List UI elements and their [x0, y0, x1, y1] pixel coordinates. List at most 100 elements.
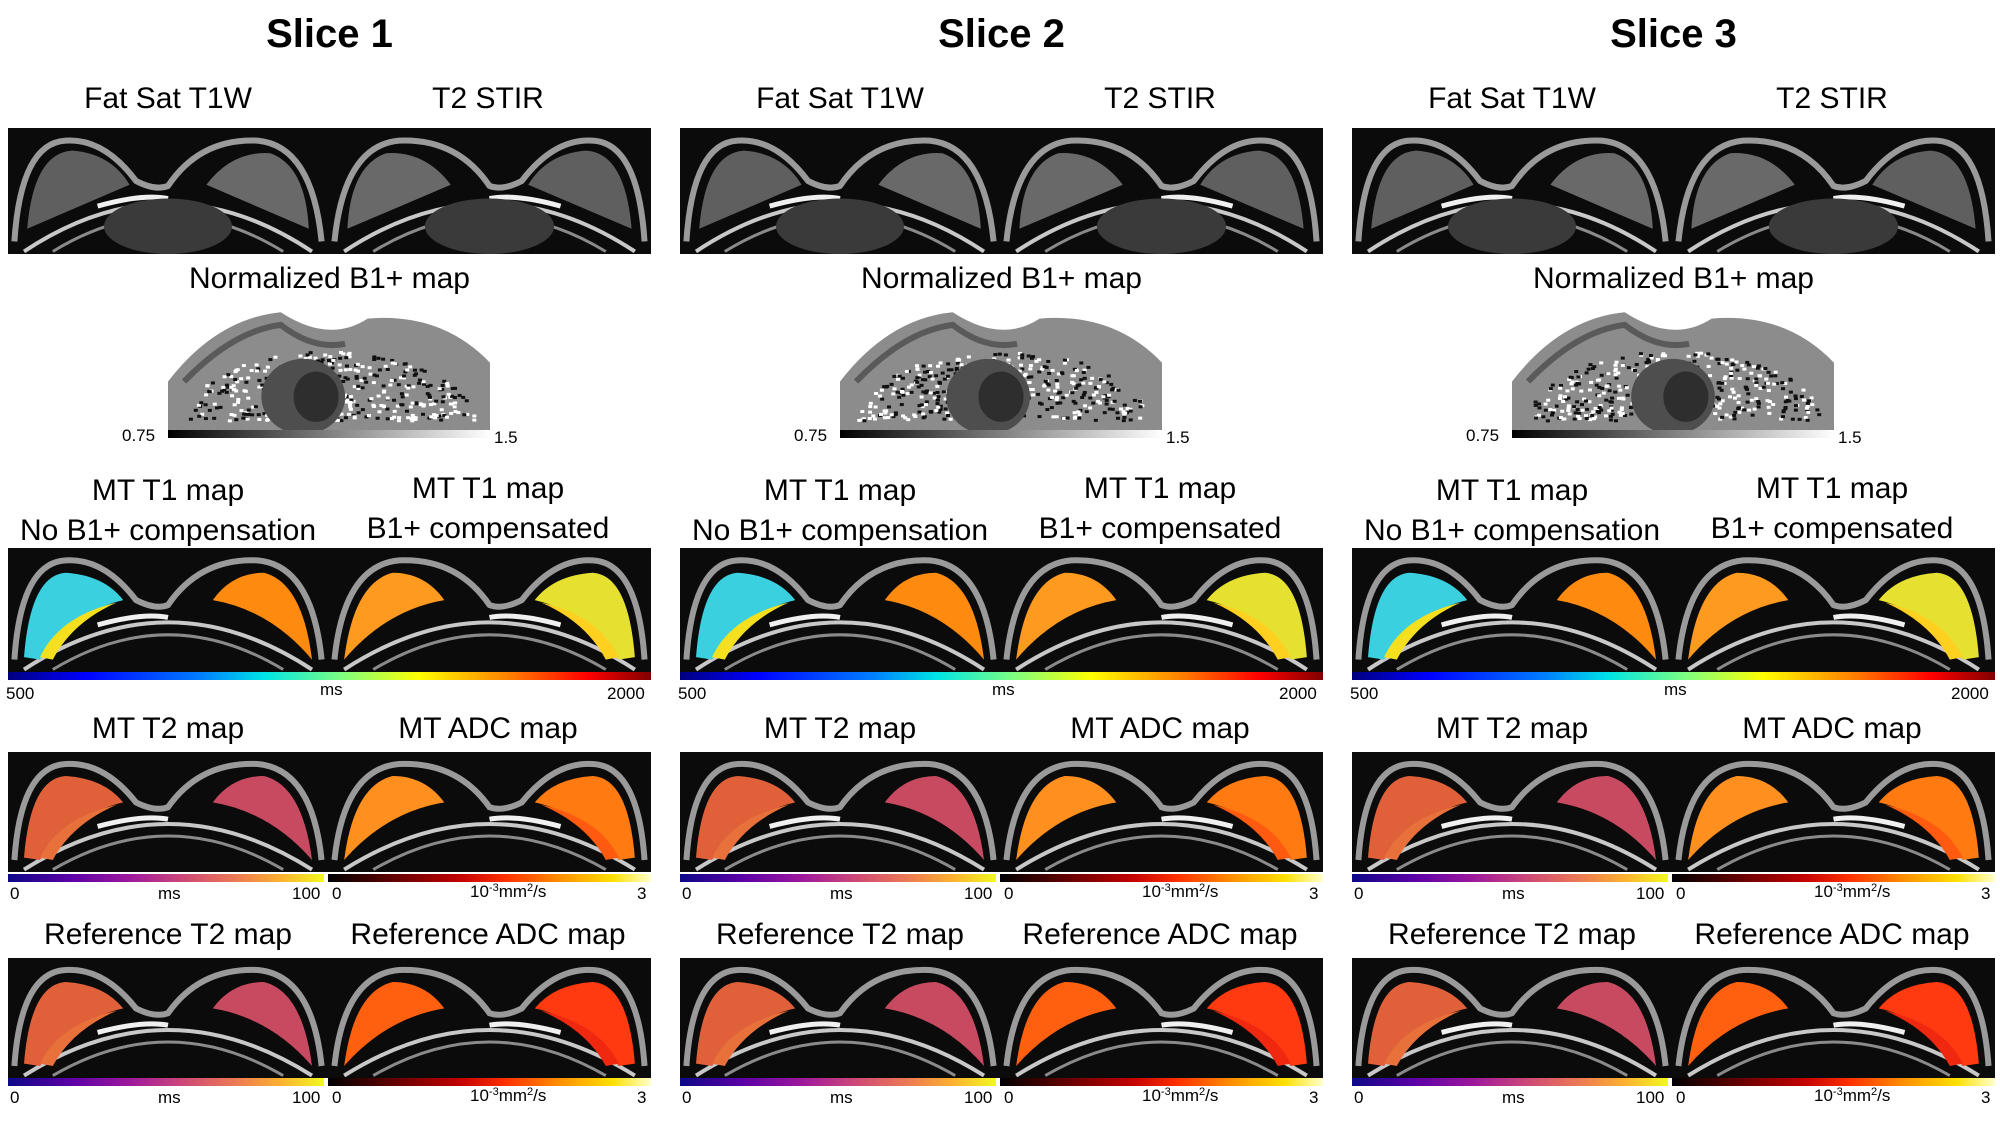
slice-title: Slice 1: [266, 12, 393, 56]
ref-adc-label: Reference ADC map: [1694, 918, 1970, 951]
ref-t2-label: Reference T2 map: [1388, 918, 1636, 951]
b1-map-image: [168, 306, 490, 432]
mt-adc-image: [1000, 752, 1323, 872]
mt-adc-unit: 10-3mm2/s: [470, 882, 546, 902]
fat-sat-t1w-label: Fat Sat T1W: [1428, 82, 1596, 115]
t1-nocomp-label-1: MT T1 map: [91, 474, 245, 507]
scan-image: [11, 557, 325, 672]
ref-t2-unit: ms: [830, 1088, 853, 1107]
fat-sat-t1w-image: [680, 128, 1000, 254]
t1-min-tick: 500: [1350, 684, 1379, 703]
mt-t2-label: MT T2 map: [91, 712, 245, 745]
ref-adc-unit-adc-unit-exp: -3: [488, 1086, 499, 1098]
ref-adc-max-tick: 3: [637, 1088, 647, 1107]
t2-stir-label: T2 STIR: [1104, 82, 1216, 115]
ref-t2-max-tick: 100: [1636, 1088, 1665, 1107]
ref-t2-unit: ms: [158, 1088, 181, 1107]
mt-adc-unit: 10-3mm2/s: [1814, 882, 1890, 902]
ref-t2-colorbar: [680, 1078, 996, 1086]
ref-adc-colorbar: [1000, 1078, 1323, 1086]
scan-image: [1355, 760, 1669, 872]
ref-adc-label: Reference ADC map: [350, 918, 626, 951]
ref-adc-unit: 10-3mm2/s: [470, 1086, 546, 1106]
t1-nocomp-label-2: No B1+ compensation: [691, 514, 988, 547]
t1-nocomp-label-1: MT T1 map: [763, 474, 917, 507]
mt-t2-colorbar: [680, 874, 996, 882]
ref-adc-unit-adc-unit-tail: /s: [533, 1086, 547, 1105]
scan-image: [11, 966, 325, 1078]
mt-t1-nocomp-image: [8, 548, 328, 672]
b1-min-tick: 0.75: [794, 426, 828, 445]
ref-adc-unit-adc-unit-exp: -3: [1832, 1086, 1843, 1098]
mt-adc-min-tick: 0: [332, 884, 342, 903]
t1-comp-label-1: MT T1 map: [1083, 472, 1237, 505]
t1-comp-label-1: MT T1 map: [411, 472, 565, 505]
ref-t2-image: [1352, 958, 1672, 1078]
ref-adc-colorbar: [1672, 1078, 1995, 1086]
mt-adc-unit-adc-unit-tail: /s: [1877, 882, 1891, 901]
scan-image: [1003, 557, 1320, 672]
scan-image: [1355, 137, 1669, 254]
mt-t2-unit: ms: [158, 884, 181, 903]
scan-image: [331, 966, 648, 1078]
ref-adc-unit-adc-unit-base: 10: [1814, 1086, 1833, 1105]
mt-adc-unit-adc-unit-exp: -3: [1160, 882, 1171, 894]
scan-image: [11, 137, 325, 254]
scan-image: [683, 966, 997, 1078]
fat-sat-t1w-image: [8, 128, 328, 254]
t1-min-tick: 500: [6, 684, 35, 703]
ref-t2-min-tick: 0: [10, 1088, 20, 1107]
t1-nocomp-label-1: MT T1 map: [1435, 474, 1589, 507]
mt-adc-unit-adc-unit-tail: /s: [533, 882, 547, 901]
scan-image: [1355, 557, 1669, 672]
ref-adc-image: [328, 958, 651, 1078]
mt-adc-min-tick: 0: [1676, 884, 1686, 903]
mt-t2-max-tick: 100: [964, 884, 993, 903]
mt-t2-label: MT T2 map: [1435, 712, 1589, 745]
mt-adc-unit-adc-unit-sq: 2: [1871, 882, 1878, 894]
b1-image: [840, 306, 1162, 432]
ref-adc-image: [1672, 958, 1995, 1078]
mt-t2-image: [1352, 752, 1672, 872]
mt-t2-max-tick: 100: [1636, 884, 1665, 903]
ref-t2-max-tick: 100: [964, 1088, 993, 1107]
fat-sat-t1w-image: [1352, 128, 1672, 254]
mt-t2-image: [8, 752, 328, 872]
ref-adc-unit-adc-unit-exp: -3: [1160, 1086, 1171, 1098]
mt-adc-colorbar: [328, 874, 651, 882]
slice-title: Slice 2: [938, 12, 1065, 56]
scan-image: [1675, 966, 1992, 1078]
t1-unit: ms: [320, 680, 343, 699]
mt-t2-colorbar: [1352, 874, 1668, 882]
ref-adc-unit-adc-unit-sq: 2: [1871, 1086, 1878, 1098]
b1-min-tick: 0.75: [122, 426, 156, 445]
mt-adc-unit-adc-unit-exp: -3: [1832, 882, 1843, 894]
ref-adc-min-tick: 0: [1004, 1088, 1014, 1107]
mt-adc-unit: 10-3mm2/s: [1142, 882, 1218, 902]
ref-adc-unit-adc-unit-base: 10: [1142, 1086, 1161, 1105]
b1-image: [168, 306, 490, 432]
ref-t2-colorbar: [8, 1078, 324, 1086]
scan-image: [331, 760, 648, 872]
slice-title: Slice 3: [1610, 12, 1737, 56]
mt-adc-unit-adc-unit-exp: -3: [488, 882, 499, 894]
scan-image: [331, 557, 648, 672]
mt-adc-colorbar: [1000, 874, 1323, 882]
mt-adc-max-tick: 3: [1309, 884, 1319, 903]
mt-adc-max-tick: 3: [1981, 884, 1991, 903]
mt-t2-max-tick: 100: [292, 884, 321, 903]
mt-adc-max-tick: 3: [637, 884, 647, 903]
mt-adc-unit-adc-unit-sq: 2: [1199, 882, 1206, 894]
mt-t2-min-tick: 0: [682, 884, 692, 903]
mt-t2-unit: ms: [1502, 884, 1525, 903]
scan-image: [1675, 137, 1992, 254]
mt-t1-comp-image: [1000, 548, 1323, 672]
scan-image: [1675, 760, 1992, 872]
b1-image: [1512, 306, 1834, 432]
t1-max-tick: 2000: [607, 684, 645, 703]
t1-comp-label-2: B1+ compensated: [1710, 512, 1954, 545]
mt-t2-unit: ms: [830, 884, 853, 903]
b1-max-tick: 1.5: [1166, 428, 1190, 447]
ref-t2-image: [680, 958, 1000, 1078]
t2-stir-image: [1672, 128, 1995, 254]
